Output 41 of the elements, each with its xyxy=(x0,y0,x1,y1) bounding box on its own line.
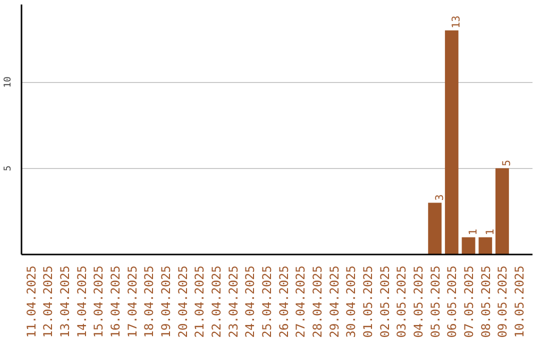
x-tick-label: 25.04.2025 xyxy=(260,265,274,338)
x-tick-label: 21.04.2025 xyxy=(192,265,207,338)
bar xyxy=(428,202,442,254)
x-tick-label: 22.04.2025 xyxy=(209,265,224,338)
data-label: 1 xyxy=(483,228,496,236)
x-tick-label: 26.04.2025 xyxy=(276,265,291,338)
x-tick-label: 13.04.2025 xyxy=(58,265,72,338)
x-tick-label: 29.04.2025 xyxy=(327,265,342,338)
bar xyxy=(478,237,492,254)
x-tick-label: 30.04.2025 xyxy=(344,265,358,338)
data-label: 13 xyxy=(450,16,463,28)
x-tick-label: 01.05.2025 xyxy=(361,265,375,338)
y-tick-label: 10 xyxy=(2,76,14,88)
x-tick-label: 02.05.2025 xyxy=(378,265,392,338)
x-tick-label: 19.04.2025 xyxy=(158,265,173,338)
x-tick-label: 08.05.2025 xyxy=(478,265,493,338)
x-tick-label: 17.04.2025 xyxy=(125,265,140,338)
x-tick-label: 04.05.2025 xyxy=(412,265,426,338)
x-tick-label: 11.04.2025 xyxy=(24,265,38,338)
x-tick-label: 16.04.2025 xyxy=(108,265,122,338)
data-label: 1 xyxy=(466,228,480,236)
x-tick-label: 06.05.2025 xyxy=(445,265,460,338)
x-tick-label: 24.04.2025 xyxy=(243,265,258,338)
bar xyxy=(462,237,476,254)
bar xyxy=(444,30,458,254)
x-tick-label: 03.05.2025 xyxy=(394,265,409,338)
x-tick-label: 07.05.2025 xyxy=(462,265,476,338)
x-tick-label: 15.04.2025 xyxy=(92,265,106,338)
data-label: 5 xyxy=(500,160,514,166)
x-tick-label: 20.04.2025 xyxy=(176,265,190,338)
x-tick-label: 27.04.2025 xyxy=(294,265,308,338)
data-label: 3 xyxy=(432,194,446,201)
x-tick-label: 05.05.2025 xyxy=(428,265,442,338)
bar xyxy=(495,168,509,254)
x-tick-label: 18.04.2025 xyxy=(142,265,156,338)
x-tick-label: 09.05.2025 xyxy=(496,265,510,338)
x-tick-label: 23.04.2025 xyxy=(226,265,240,338)
x-tick-label: 28.04.2025 xyxy=(310,265,324,338)
x-tick-label: 12.04.2025 xyxy=(41,265,56,338)
x-tick-label: 10.05.2025 xyxy=(512,265,527,338)
x-tick-label: 14.04.2025 xyxy=(74,265,89,338)
